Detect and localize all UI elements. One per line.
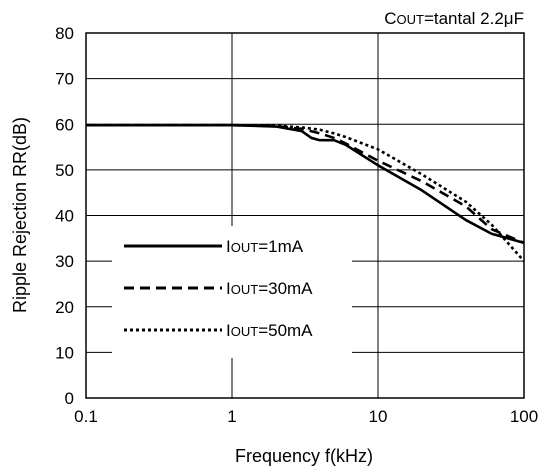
y-tick-label: 0 bbox=[65, 389, 74, 408]
legend-label-3: IOUT=50mA bbox=[226, 321, 313, 340]
x-axis-title: Frequency f(kHz) bbox=[235, 446, 373, 466]
series-line-3 bbox=[86, 123, 525, 262]
annotation-rest: =tantal 2.2μF bbox=[424, 9, 524, 28]
series-line-1 bbox=[86, 123, 525, 245]
y-tick-label: 40 bbox=[55, 207, 74, 226]
series-layer bbox=[86, 123, 525, 262]
legend-label-1: IOUT=1mA bbox=[226, 237, 304, 256]
x-tick-label: 100 bbox=[510, 407, 538, 426]
annotation-main: C bbox=[384, 9, 396, 28]
y-tick-label: 60 bbox=[55, 115, 74, 134]
legend-background bbox=[112, 226, 352, 358]
series-line-2 bbox=[86, 123, 525, 245]
y-tick-label: 80 bbox=[55, 24, 74, 43]
tick-layer: 0 10 20 30 40 50 60 70 80 0.1 1 10 100 bbox=[55, 24, 538, 426]
x-tick-label: 1 bbox=[227, 407, 236, 426]
y-axis-title: Ripple Rejection RR(dB) bbox=[10, 117, 30, 313]
y-tick-label: 10 bbox=[55, 343, 74, 362]
annotation-sub: OUT bbox=[396, 12, 424, 27]
legend-label-2: IOUT=30mA bbox=[226, 279, 313, 298]
y-tick-label: 30 bbox=[55, 252, 74, 271]
y-tick-label: 20 bbox=[55, 298, 74, 317]
x-tick-label: 10 bbox=[369, 407, 388, 426]
y-tick-label: 70 bbox=[55, 70, 74, 89]
y-tick-label: 50 bbox=[55, 161, 74, 180]
plot-frame bbox=[85, 32, 525, 399]
annotation-label: COUT=tantal 2.2μF bbox=[384, 9, 524, 28]
legend: IOUT=1mA IOUT=30mA IOUT=50mA bbox=[112, 226, 352, 358]
x-tick-label: 0.1 bbox=[74, 407, 98, 426]
